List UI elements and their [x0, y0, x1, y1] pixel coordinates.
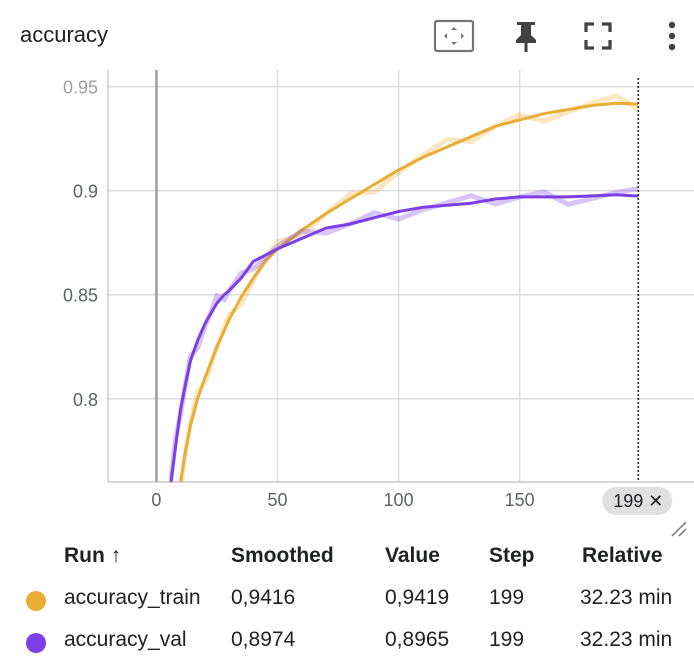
y-tick-label: 0.95: [63, 78, 98, 98]
x-tick-label: 50: [267, 490, 287, 510]
more-vert-icon: [668, 21, 676, 51]
sort-ascending-icon: ↑: [110, 544, 122, 567]
y-tick-label: 0.9: [73, 182, 98, 202]
table-row: accuracy_train 0,9416 0,9419 199 32.23 min: [0, 578, 694, 620]
x-tick-label: 150: [505, 490, 535, 510]
run-color-dot[interactable]: [26, 633, 46, 653]
x-tick-label: 0: [151, 490, 161, 510]
fit-domain-icon: [433, 19, 475, 53]
series-raw-line: [168, 186, 639, 480]
step-chip-label[interactable]: 199 ✕: [613, 491, 663, 511]
series-raw-line: [179, 93, 640, 482]
cell-run: accuracy_train: [64, 586, 201, 609]
header-relative[interactable]: Relative: [582, 544, 663, 567]
accuracy-chart[interactable]: 0.8 0.85 0.9 0.95 0 50 100 150 199 ✕: [0, 70, 694, 540]
series-line-accuracy_val[interactable]: [169, 193, 639, 482]
x-tick-label: 100: [384, 490, 414, 510]
resize-handle-icon[interactable]: [671, 521, 687, 537]
fullscreen-icon: [584, 22, 612, 50]
header-step[interactable]: Step: [489, 544, 535, 567]
cell-relative: 32.23 min: [580, 586, 673, 609]
series-line-accuracy_train[interactable]: [179, 101, 639, 482]
runs-table: Run ↑ Smoothed Value Step Relative accur…: [0, 536, 694, 662]
header-smoothed[interactable]: Smoothed: [231, 544, 334, 567]
run-color-dot[interactable]: [26, 591, 46, 611]
cell-step: 199: [489, 586, 525, 609]
pin-button[interactable]: [504, 14, 548, 58]
header-run-label: Run: [64, 544, 105, 567]
fullscreen-button[interactable]: [576, 14, 620, 58]
cell-run: accuracy_val: [64, 628, 187, 651]
y-tick-label: 0.85: [63, 286, 98, 306]
cell-relative: 32.23 min: [580, 628, 673, 651]
y-tick-label: 0.8: [73, 390, 98, 410]
pin-icon: [516, 22, 536, 52]
table-header: Run ↑ Smoothed Value Step Relative: [0, 536, 694, 578]
table-row: accuracy_val 0,8974 0,8965 199 32.23 min: [0, 620, 694, 662]
more-options-button[interactable]: [650, 14, 694, 58]
cell-step: 199: [489, 628, 525, 651]
header-run[interactable]: Run ↑: [64, 544, 121, 568]
cell-value: 0,9419: [385, 586, 450, 609]
step-chip[interactable]: [602, 487, 673, 515]
cell-smoothed: 0,8974: [231, 628, 296, 651]
card-title: accuracy: [20, 22, 109, 47]
cell-value: 0,8965: [385, 628, 450, 651]
cell-smoothed: 0,9416: [231, 586, 296, 609]
header-value[interactable]: Value: [385, 544, 440, 567]
fit-domain-button[interactable]: [432, 14, 476, 58]
